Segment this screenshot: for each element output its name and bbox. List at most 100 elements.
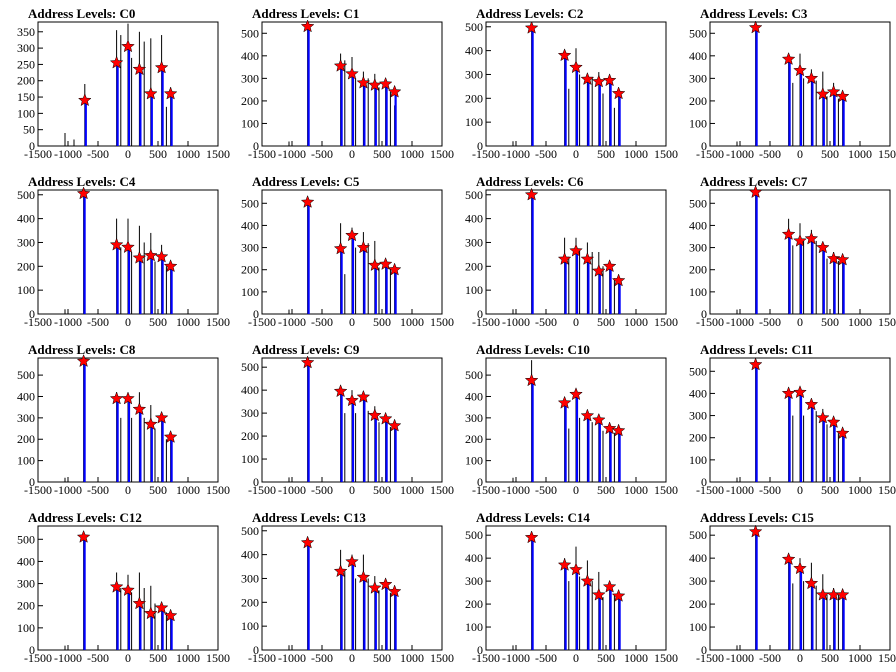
x-tick-label: 1000 [176,315,200,329]
peak-marker [793,385,807,399]
peak-marker [77,93,92,107]
x-tick-label: -500 [759,651,781,665]
peak-marker [333,564,348,578]
x-tick-label: -500 [87,147,109,161]
peak-marker [569,60,583,74]
x-tick-label: 1000 [624,651,648,665]
x-tick-label: 500 [821,147,839,161]
y-tick-label: 500 [465,368,483,382]
x-tick-label: 0 [125,651,131,665]
x-tick-label: -500 [311,483,333,497]
x-tick-label: -1000 [278,315,306,329]
y-tick-label: 500 [689,196,707,210]
x-tick-label: 1000 [400,483,424,497]
peak-marker [333,58,348,72]
peak-marker [143,248,158,262]
peak-marker [121,39,135,53]
x-tick-label: -500 [311,147,333,161]
peak-marker [557,395,572,409]
peak-marker [378,577,393,591]
peak-marker [611,423,626,437]
y-tick-label: 400 [465,389,483,403]
x-tick-label: 1000 [176,147,200,161]
peak-marker [143,417,158,431]
y-tick-label: 500 [465,188,483,202]
peak-marker [602,421,617,435]
y-tick-label: 500 [17,188,35,202]
y-tick-label: 0 [29,643,35,657]
y-tick-label: 400 [689,551,707,565]
chart-plot: 0 100 200 300 400 500 -1500 -1000 -500 0 500 1000 15… [17,186,230,329]
y-tick-label: 400 [689,386,707,400]
peak-marker [163,86,178,100]
y-tick-label: 200 [17,259,35,273]
chart-panel: Address Levels: C5 0 100 200 300 400 500 -1500-… [224,168,454,336]
x-tick-label: -500 [535,651,557,665]
chart-panel: Address Levels: C2 0 100 200 300 400 500 -1500-… [448,0,678,168]
y-tick-label: 200 [241,595,259,609]
x-tick-label: 500 [373,315,391,329]
peak-marker [815,410,830,424]
peak-marker [804,71,819,85]
y-tick-label: 200 [241,94,259,108]
y-tick-label: 100 [17,454,35,468]
peak-marker [387,584,402,598]
y-tick-label: 0 [253,643,259,657]
x-tick-label: 0 [349,483,355,497]
y-tick-label: 300 [241,241,259,255]
peak-marker [154,410,169,424]
x-tick-label: -500 [759,315,781,329]
y-tick-label: 0 [29,307,35,321]
y-tick-label: 100 [689,116,707,130]
x-tick-label: -1000 [502,147,530,161]
y-tick-label: 300 [241,71,259,85]
y-tick-label: 400 [17,554,35,568]
peak-marker [569,387,583,401]
x-tick-label: -1000 [502,483,530,497]
y-tick-label: 0 [253,307,259,321]
chart-panel: Address Levels: C12 0 100 200 300 400 500 -1500… [0,504,230,672]
peak-marker [345,228,359,242]
x-tick-label: 500 [821,651,839,665]
y-tick-label: 300 [17,577,35,591]
y-tick-label: 0 [701,643,707,657]
y-tick-label: 300 [465,67,483,81]
peak-marker [378,411,393,425]
y-tick-label: 500 [17,368,35,382]
chart-panel: Address Levels: C15 0 100 200 300 400 500 -1500… [672,504,896,672]
peak-marker [835,89,850,103]
chart-title: Address Levels: C12 [28,510,142,525]
y-tick-label: 200 [465,432,483,446]
peak-marker [580,251,595,265]
peak-marker [333,241,348,255]
peak-marker [602,259,617,273]
peak-marker [793,561,807,575]
x-tick-label: -1500 [248,483,276,497]
chart-panel: Address Levels: C0 0 50 100 150 200 250 300 350 -… [0,0,230,168]
x-tick-label: 1000 [624,147,648,161]
chart-panel: Address Levels: C9 0 100 200 300 400 500 -1500-… [224,336,454,504]
x-tick-label: -500 [311,315,333,329]
peak-marker [356,389,371,403]
peak-marker [580,408,595,422]
x-tick-label: -1000 [726,483,754,497]
peak-marker [804,231,819,245]
x-tick-label: 1500 [206,483,230,497]
y-tick-label: 100 [465,283,483,297]
x-tick-label: 500 [821,483,839,497]
x-tick-label: 500 [597,651,615,665]
peak-marker [611,86,626,100]
y-tick-label: 0 [29,139,35,153]
x-tick-label: 1000 [400,315,424,329]
x-tick-label: -500 [311,651,333,665]
peak-marker [602,73,617,87]
x-tick-label: 1500 [654,651,678,665]
y-tick-label: 500 [689,26,707,40]
y-tick-label: 200 [17,432,35,446]
chart-panel: Address Levels: C13 0 100 200 300 400 500 -1500… [224,504,454,672]
x-tick-label: 0 [797,147,803,161]
x-tick-label: 500 [373,147,391,161]
peak-marker [333,384,348,398]
y-tick-label: 0 [701,307,707,321]
peak-marker [580,71,595,86]
